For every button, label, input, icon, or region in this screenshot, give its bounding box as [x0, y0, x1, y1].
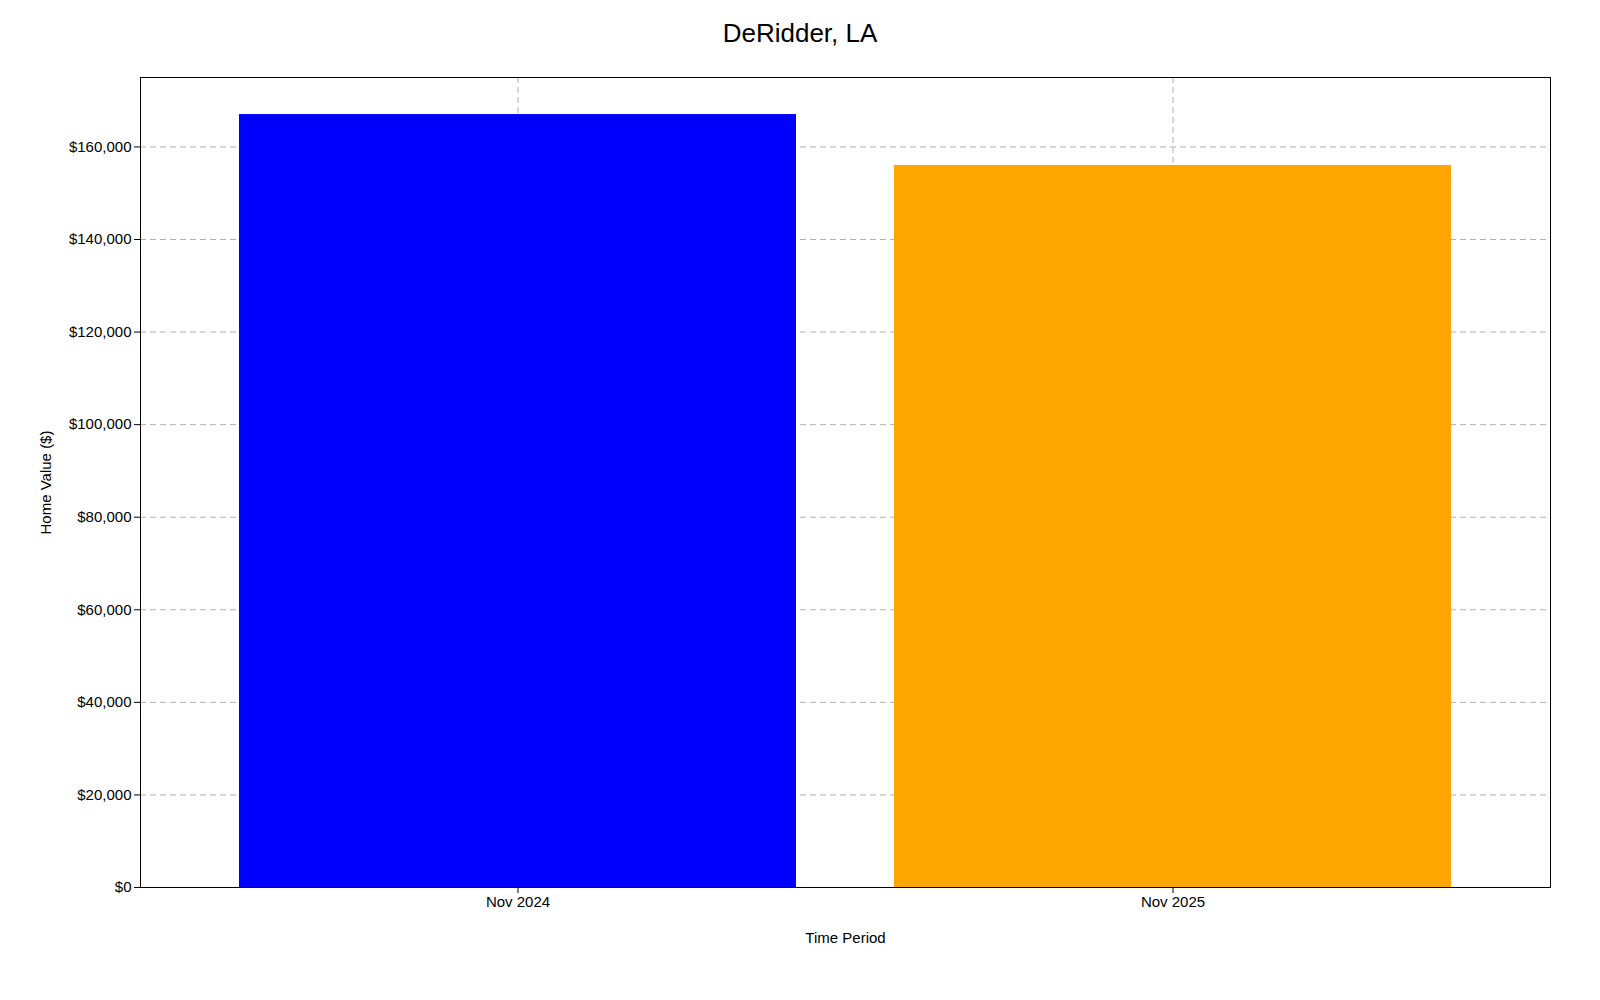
html-text:DeRidder, LA: DeRidder, LA: [722, 18, 878, 48]
svg-text:$60,000: $60,000: [77, 601, 131, 618]
svg-text:$160,000: $160,000: [69, 138, 132, 155]
svg-text:$0: $0: [115, 878, 132, 895]
svg-text:$20,000: $20,000: [77, 786, 131, 803]
svg-text:Time Period: Time Period: [805, 929, 885, 946]
svg-text:Home Value ($): Home Value ($): [37, 431, 54, 535]
svg-text:$80,000: $80,000: [77, 508, 131, 525]
svg-text:$40,000: $40,000: [77, 693, 131, 710]
svg-text:Nov 2025: Nov 2025: [1141, 893, 1205, 910]
svg-text:$140,000: $140,000: [69, 230, 132, 247]
svg-text:$120,000: $120,000: [69, 323, 132, 340]
svg-text:$100,000: $100,000: [69, 415, 132, 432]
svg-text:Nov 2024: Nov 2024: [486, 893, 550, 910]
